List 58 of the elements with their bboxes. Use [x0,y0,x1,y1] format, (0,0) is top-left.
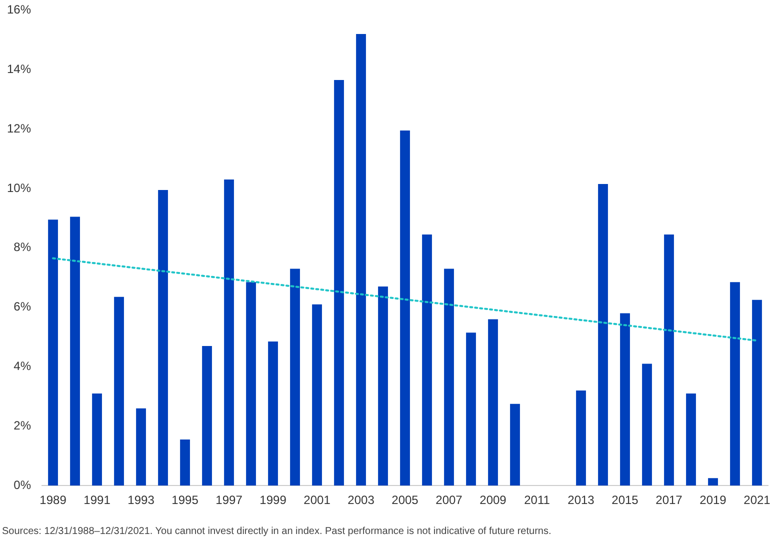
x-tick-label: 1999 [260,493,287,508]
x-tick-label: 2007 [436,493,463,508]
x-tick-label: 1993 [128,493,155,508]
x-tick-label: 1991 [84,493,111,508]
y-tick-label: 4% [14,359,32,374]
bar [136,408,146,486]
bar [686,393,696,486]
bar [92,393,102,486]
bar [488,319,498,486]
bar [400,130,410,486]
bar [664,234,674,486]
y-tick-label: 2% [14,418,32,432]
bar [202,346,212,486]
bar [290,268,300,486]
x-tick-label: 2011 [524,493,550,508]
x-tick-label: 1995 [172,493,199,508]
bar [708,478,718,486]
bar [576,390,586,486]
x-tick-label: 2009 [480,493,507,508]
bar [642,364,652,486]
y-tick-label: 8% [14,240,32,254]
bar [620,313,630,486]
x-tick-label: 2021 [744,493,771,508]
bar [510,404,520,486]
y-tick-label: 16% [6,2,32,17]
bar [180,440,190,486]
x-tick-label: 2013 [568,493,595,508]
x-tick-label: 2005 [392,493,419,508]
x-tick-label: 2003 [348,493,375,508]
y-tick-label: 0% [14,478,32,492]
bar [158,190,168,486]
x-tick-label: 2015 [612,493,639,508]
bar [224,180,234,486]
bar [48,220,58,486]
x-tick-label: 2001 [304,493,331,508]
bar [70,216,80,486]
bar [268,341,278,486]
y-tick-label: 6% [14,300,32,314]
bar [312,304,322,486]
bar [752,300,762,486]
bar [422,234,432,486]
bar [356,34,366,486]
bar [598,184,608,486]
y-tick-label: 14% [6,62,32,76]
y-tick-label: 12% [6,121,32,136]
bar [114,296,124,486]
bar [730,282,740,486]
bar [444,268,454,486]
x-tick-label: 2017 [656,493,683,508]
x-tick-label: 1989 [40,493,67,508]
source-note: Sources: 12/31/1988–12/31/2021. You cannot invest directly in an index. Past performance is not indicative of future returns. [1,525,552,537]
bar [246,282,256,486]
bar [466,332,476,486]
y-tick-label: 10% [6,180,32,195]
bar [378,286,388,486]
x-tick-label: 2019 [700,493,727,508]
x-tick-label: 1997 [216,493,243,508]
bar [334,80,344,486]
